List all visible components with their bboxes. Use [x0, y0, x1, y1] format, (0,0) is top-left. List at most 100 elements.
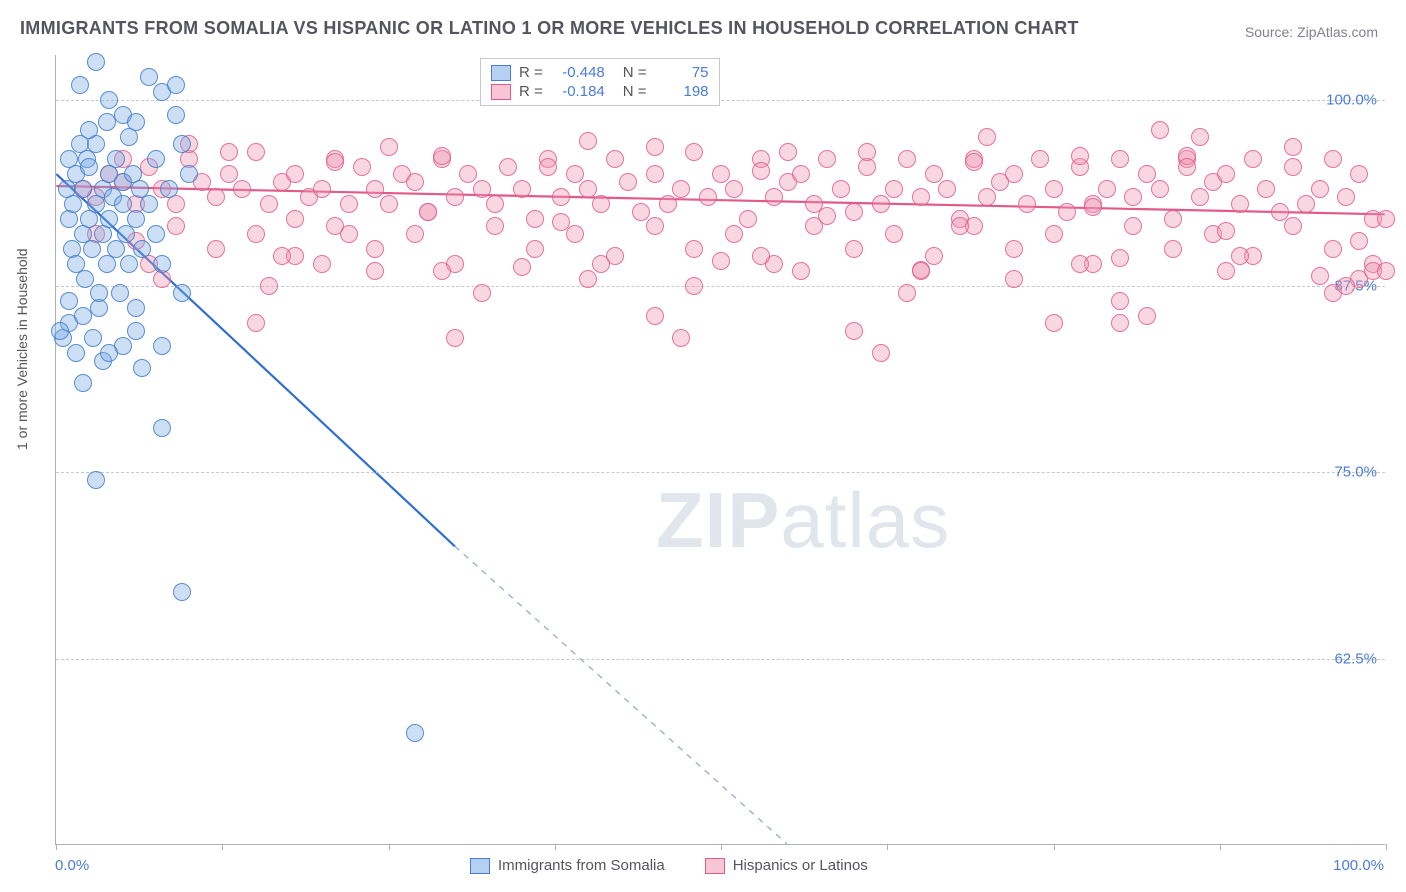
data-point-pink — [1350, 165, 1368, 183]
data-point-pink — [1324, 240, 1342, 258]
data-point-pink — [1350, 232, 1368, 250]
data-point-pink — [858, 143, 876, 161]
watermark: ZIPatlas — [656, 475, 950, 566]
data-point-blue — [173, 284, 191, 302]
data-point-pink — [366, 180, 384, 198]
x-tick — [222, 844, 223, 850]
data-point-pink — [925, 247, 943, 265]
data-point-pink — [433, 262, 451, 280]
data-point-pink — [526, 210, 544, 228]
data-point-pink — [672, 180, 690, 198]
data-point-blue — [133, 359, 151, 377]
x-tick — [1386, 844, 1387, 850]
data-point-blue — [127, 299, 145, 317]
y-tick-label: 75.0% — [1334, 464, 1377, 481]
data-point-pink — [1324, 150, 1342, 168]
data-point-pink — [1045, 225, 1063, 243]
data-point-pink — [513, 258, 531, 276]
gridline — [56, 100, 1385, 101]
n-label: N = — [623, 64, 647, 81]
data-point-pink — [898, 150, 916, 168]
data-point-blue — [67, 344, 85, 362]
data-point-pink — [925, 165, 943, 183]
data-point-pink — [1217, 222, 1235, 240]
data-point-pink — [646, 217, 664, 235]
data-point-pink — [433, 147, 451, 165]
x-tick — [1054, 844, 1055, 850]
data-point-blue — [107, 150, 125, 168]
data-point-blue — [120, 255, 138, 273]
x-axis-min-label: 0.0% — [55, 857, 89, 874]
legend-swatch-pink — [491, 84, 511, 100]
data-point-pink — [220, 165, 238, 183]
gridline — [56, 659, 1385, 660]
data-point-pink — [606, 150, 624, 168]
data-point-pink — [486, 195, 504, 213]
x-tick — [56, 844, 57, 850]
data-point-pink — [1377, 210, 1395, 228]
data-point-pink — [725, 180, 743, 198]
data-point-pink — [406, 225, 424, 243]
data-point-pink — [685, 277, 703, 295]
data-point-blue — [80, 121, 98, 139]
data-point-blue — [153, 255, 171, 273]
stats-legend-row: R =-0.184N =198 — [491, 82, 709, 101]
data-point-blue — [107, 240, 125, 258]
x-tick — [1220, 844, 1221, 850]
data-point-pink — [845, 240, 863, 258]
data-point-blue — [76, 270, 94, 288]
data-point-pink — [885, 180, 903, 198]
watermark-bold: ZIP — [656, 476, 780, 564]
data-point-blue — [83, 240, 101, 258]
data-point-pink — [207, 240, 225, 258]
data-point-blue — [153, 419, 171, 437]
plot-area: ZIPatlas 100.0%87.5%75.0%62.5% — [55, 55, 1385, 845]
data-point-pink — [579, 132, 597, 150]
data-point-pink — [951, 217, 969, 235]
data-point-blue — [84, 329, 102, 347]
data-point-blue — [74, 374, 92, 392]
data-point-pink — [406, 173, 424, 191]
data-point-pink — [1191, 188, 1209, 206]
data-point-blue — [120, 128, 138, 146]
data-point-pink — [752, 162, 770, 180]
data-point-pink — [220, 143, 238, 161]
data-point-blue — [98, 113, 116, 131]
data-point-pink — [685, 240, 703, 258]
data-point-pink — [340, 195, 358, 213]
data-point-blue — [100, 344, 118, 362]
data-point-pink — [1111, 314, 1129, 332]
data-point-pink — [1058, 203, 1076, 221]
data-point-pink — [1111, 292, 1129, 310]
y-tick-label: 100.0% — [1326, 91, 1377, 108]
data-point-pink — [912, 262, 930, 280]
data-point-pink — [646, 307, 664, 325]
data-point-pink — [260, 277, 278, 295]
data-point-pink — [646, 165, 664, 183]
data-point-pink — [1031, 150, 1049, 168]
data-point-blue — [127, 322, 145, 340]
data-point-pink — [499, 158, 517, 176]
data-point-blue — [167, 76, 185, 94]
data-point-blue — [114, 195, 132, 213]
data-point-pink — [247, 225, 265, 243]
data-point-blue — [87, 471, 105, 489]
data-point-pink — [260, 195, 278, 213]
data-point-blue — [153, 337, 171, 355]
data-point-pink — [1217, 165, 1235, 183]
data-point-pink — [1138, 307, 1156, 325]
data-point-pink — [566, 165, 584, 183]
x-tick — [555, 844, 556, 850]
data-point-blue — [133, 240, 151, 258]
data-point-pink — [167, 217, 185, 235]
data-point-pink — [1231, 247, 1249, 265]
data-point-blue — [111, 284, 129, 302]
data-point-pink — [366, 240, 384, 258]
data-point-pink — [1138, 165, 1156, 183]
data-point-pink — [845, 322, 863, 340]
data-point-pink — [1217, 262, 1235, 280]
data-point-pink — [1178, 158, 1196, 176]
data-point-pink — [1071, 255, 1089, 273]
data-point-pink — [765, 188, 783, 206]
data-point-pink — [207, 188, 225, 206]
